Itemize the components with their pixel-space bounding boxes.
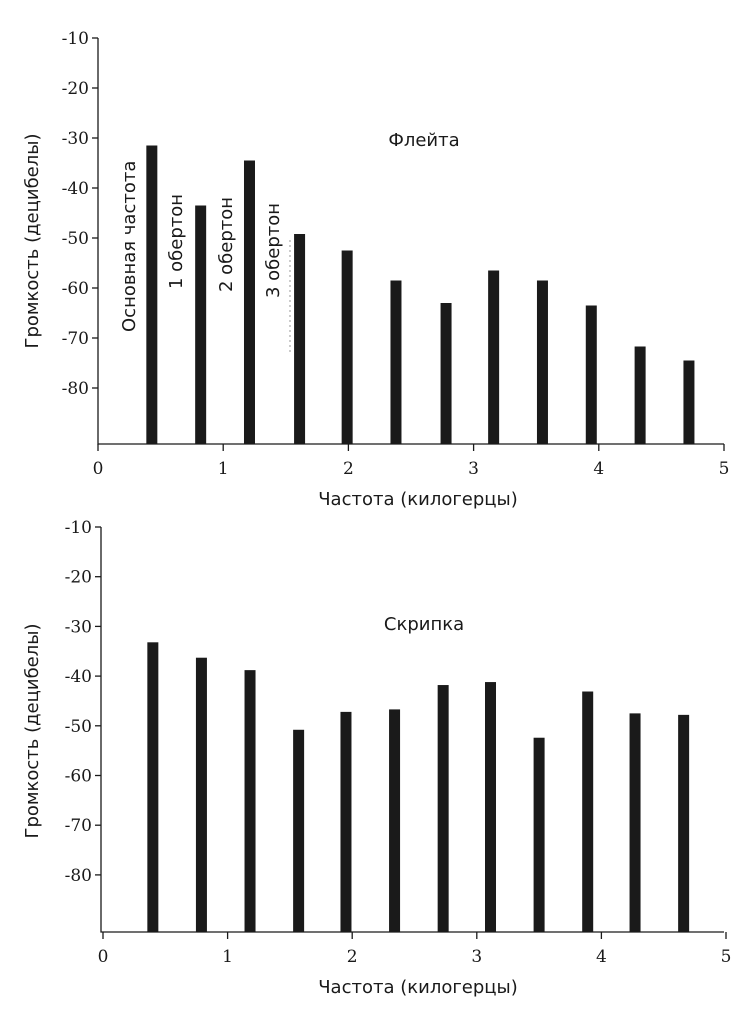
violin-x-axis-label: Частота (килогерцы): [318, 977, 518, 998]
flute-annotation-overtone-2: 2 обертон: [216, 197, 237, 292]
violin-bars: [147, 642, 690, 932]
flute-bar: [390, 280, 402, 444]
violin-bar: [244, 670, 256, 932]
flute-bar: [585, 305, 597, 444]
flute-bar: [195, 205, 207, 444]
flute-bar: [536, 280, 548, 444]
flute-annotation-overtone-1: 1 обертон: [166, 194, 187, 289]
flute-x-tick-label: 3: [468, 459, 479, 479]
flute-axes: [97, 38, 724, 445]
violin-y-ticks: -10 -20 -30 -40 -50 -60 -70 -80: [65, 518, 101, 886]
violin-y-tick-label: -40: [65, 667, 92, 687]
violin-bar: [678, 714, 690, 932]
violin-x-ticks: 0 1 2 3 4 5: [98, 932, 732, 967]
violin-x-tick-label: 3: [471, 947, 482, 967]
violin-bar: [293, 729, 305, 932]
flute-bar: [243, 160, 255, 444]
violin-x-tick-label: 1: [222, 947, 233, 967]
violin-y-tick-label: -50: [65, 717, 92, 737]
violin-bar: [629, 713, 641, 932]
flute-x-tick-label: 4: [593, 459, 604, 479]
violin-x-tick-label: 0: [98, 947, 109, 967]
flute-y-tick-label: -30: [62, 129, 89, 149]
flute-y-tick-label: -80: [62, 379, 89, 399]
flute-y-tick-label: -20: [62, 79, 89, 99]
violin-bar: [340, 711, 352, 932]
flute-y-tick-label: -60: [62, 279, 89, 299]
violin-x-tick-label: 5: [721, 947, 732, 967]
flute-y-tick-label: -50: [62, 229, 89, 249]
flute-chart: -10 -20 -30 -40 -50 -60 -70 -80 0 1 2 3 4 5 Флейта Г…: [22, 29, 729, 510]
flute-title: Флейта: [388, 130, 459, 151]
flute-annotation-fundamental: Основная частота: [119, 161, 140, 332]
violin-bar: [389, 709, 401, 932]
violin-x-tick-label: 4: [596, 947, 607, 967]
violin-bar: [485, 682, 497, 932]
flute-y-axis-label: Громкость (децибелы): [22, 134, 43, 349]
flute-bar: [683, 360, 695, 444]
violin-y-axis-label: Громкость (децибелы): [22, 624, 43, 839]
violin-bar: [147, 642, 159, 932]
flute-bar: [146, 145, 158, 444]
flute-bar: [440, 303, 452, 444]
violin-y-tick-label: -10: [65, 518, 92, 538]
flute-x-axis-label: Частота (килогерцы): [318, 489, 518, 510]
violin-x-tick-label: 2: [347, 947, 358, 967]
violin-y-tick-label: -80: [65, 866, 92, 886]
flute-y-ticks: -10 -20 -30 -40 -50 -60 -70 -80: [62, 29, 98, 399]
flute-x-tick-label: 0: [93, 459, 104, 479]
flute-bar: [488, 270, 500, 444]
violin-y-tick-label: -20: [65, 568, 92, 588]
flute-bar: [341, 250, 353, 444]
flute-y-tick-label: -10: [62, 29, 89, 49]
violin-title: Скрипка: [384, 614, 464, 635]
flute-y-tick-label: -40: [62, 179, 89, 199]
flute-x-tick-label: 1: [218, 459, 229, 479]
violin-y-tick-label: -30: [65, 617, 92, 637]
flute-x-tick-label: 5: [719, 459, 730, 479]
violin-bar: [533, 737, 545, 932]
flute-y-tick-label: -70: [62, 329, 89, 349]
flute-x-ticks: 0 1 2 3 4 5: [93, 444, 730, 479]
flute-bar: [634, 346, 646, 444]
flute-annotation-overtone-3: 3 обертон: [263, 203, 284, 298]
flute-bar: [294, 234, 306, 444]
violin-y-tick-label: -60: [65, 767, 92, 787]
violin-bar: [582, 691, 594, 932]
violin-bar: [437, 685, 449, 932]
flute-bars: [146, 145, 695, 444]
violin-axes: [100, 527, 724, 933]
violin-bar: [195, 657, 207, 932]
flute-x-tick-label: 2: [343, 459, 354, 479]
violin-y-tick-label: -70: [65, 816, 92, 836]
